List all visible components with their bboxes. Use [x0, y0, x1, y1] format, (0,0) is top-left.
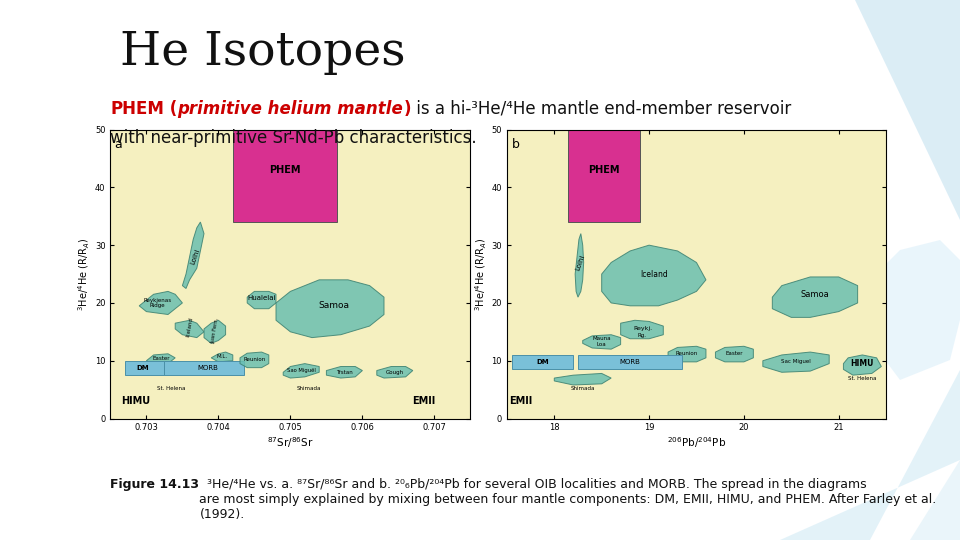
Polygon shape: [820, 460, 960, 540]
X-axis label: $^{206}$Pb/$^{204}$Pb: $^{206}$Pb/$^{204}$Pb: [667, 435, 726, 450]
Polygon shape: [575, 234, 584, 297]
Polygon shape: [668, 346, 706, 362]
Text: DM: DM: [136, 365, 149, 371]
Text: Loihi: Loihi: [574, 254, 586, 271]
Polygon shape: [583, 335, 620, 349]
Bar: [568, 130, 639, 222]
Polygon shape: [276, 280, 384, 338]
Text: (: (: [164, 100, 178, 118]
Polygon shape: [554, 374, 612, 385]
Text: primitive helium mantle: primitive helium mantle: [178, 100, 403, 118]
Polygon shape: [763, 352, 829, 372]
Polygon shape: [855, 0, 960, 220]
Text: HIMU: HIMU: [851, 359, 874, 368]
Text: PHEM: PHEM: [588, 165, 620, 175]
Text: a: a: [114, 138, 122, 151]
Text: Mauna
Loa: Mauna Loa: [592, 336, 611, 347]
Polygon shape: [139, 292, 182, 314]
Text: is a hi-³He/⁴He mantle end-member reservoir: is a hi-³He/⁴He mantle end-member reserv…: [411, 100, 791, 118]
Text: Shimada: Shimada: [296, 386, 321, 391]
Bar: [512, 355, 573, 369]
Text: Reykj.: Reykj.: [633, 327, 652, 332]
Text: Trstan: Trstan: [336, 370, 352, 375]
Text: Figure 14.13: Figure 14.13: [110, 478, 200, 491]
Text: Samoa: Samoa: [318, 301, 349, 310]
Text: Easter: Easter: [726, 352, 743, 356]
Text: He Isotopes: He Isotopes: [120, 30, 405, 75]
Text: PHEM: PHEM: [270, 165, 301, 175]
Bar: [125, 361, 164, 375]
Text: Reunion: Reunion: [243, 357, 266, 362]
Text: HIMU: HIMU: [121, 396, 150, 406]
Polygon shape: [147, 354, 176, 364]
X-axis label: $^{87}$Sr/$^{86}$Sr: $^{87}$Sr/$^{86}$Sr: [267, 435, 314, 450]
Y-axis label: $^{3}$He/$^{4}$He (R/R$_A$): $^{3}$He/$^{4}$He (R/R$_A$): [473, 238, 489, 310]
Text: MORB: MORB: [620, 359, 640, 365]
Y-axis label: $^{3}$He/$^{4}$He (R/R$_A$): $^{3}$He/$^{4}$He (R/R$_A$): [77, 238, 92, 310]
Text: Gough: Gough: [386, 370, 404, 375]
Text: Rg.: Rg.: [638, 333, 647, 339]
Text: Iceland: Iceland: [640, 269, 668, 279]
Text: Easter: Easter: [152, 356, 170, 361]
Text: Juan Fern.: Juan Fern.: [210, 318, 220, 344]
Text: with near-primitive Sr-Nd-Pb characteristics.: with near-primitive Sr-Nd-Pb characteris…: [110, 129, 477, 146]
Polygon shape: [182, 222, 204, 288]
Polygon shape: [780, 370, 960, 540]
Text: DM: DM: [536, 359, 549, 365]
Text: Hualelai: Hualelai: [248, 295, 276, 301]
Polygon shape: [283, 363, 320, 378]
Text: ): ): [403, 100, 411, 118]
Text: Sac Miguel: Sac Miguel: [781, 360, 811, 365]
Text: Reykjenas
Ridge: Reykjenas Ridge: [143, 298, 171, 308]
Polygon shape: [176, 320, 204, 338]
Text: Shimada: Shimada: [570, 386, 595, 391]
Text: St. Helena: St. Helena: [848, 375, 876, 381]
Polygon shape: [772, 277, 857, 318]
Bar: [578, 355, 683, 369]
Bar: [233, 130, 337, 222]
Text: b: b: [512, 138, 519, 151]
Polygon shape: [602, 245, 706, 306]
Text: Reunion: Reunion: [676, 352, 698, 356]
Text: MORB: MORB: [197, 365, 218, 371]
Text: Loihi: Loihi: [190, 248, 201, 266]
Text: ³He/⁴He vs. a. ⁸⁷Sr/⁸⁶Sr and b. ²⁰₆Pb/²⁰⁴Pb for several OIB localities and MORB.: ³He/⁴He vs. a. ⁸⁷Sr/⁸⁶Sr and b. ²⁰₆Pb/²⁰…: [200, 478, 937, 521]
Polygon shape: [248, 292, 276, 309]
Polygon shape: [326, 367, 363, 378]
Polygon shape: [377, 367, 413, 378]
Polygon shape: [240, 352, 269, 368]
Text: Iceland: Iceland: [185, 317, 194, 338]
Text: St. Helena: St. Helena: [157, 386, 186, 391]
Polygon shape: [870, 240, 960, 380]
Text: M.L.: M.L.: [216, 354, 228, 359]
Text: Samoa: Samoa: [801, 290, 829, 299]
Polygon shape: [204, 320, 226, 343]
Text: EMII: EMII: [412, 396, 435, 406]
Text: PHEM: PHEM: [110, 100, 164, 118]
Polygon shape: [844, 355, 881, 375]
Bar: [164, 361, 244, 375]
Polygon shape: [620, 320, 663, 339]
Text: Sao Miguël: Sao Miguël: [287, 368, 316, 373]
Polygon shape: [211, 352, 233, 362]
Text: EMII: EMII: [510, 396, 533, 406]
Polygon shape: [715, 346, 754, 362]
